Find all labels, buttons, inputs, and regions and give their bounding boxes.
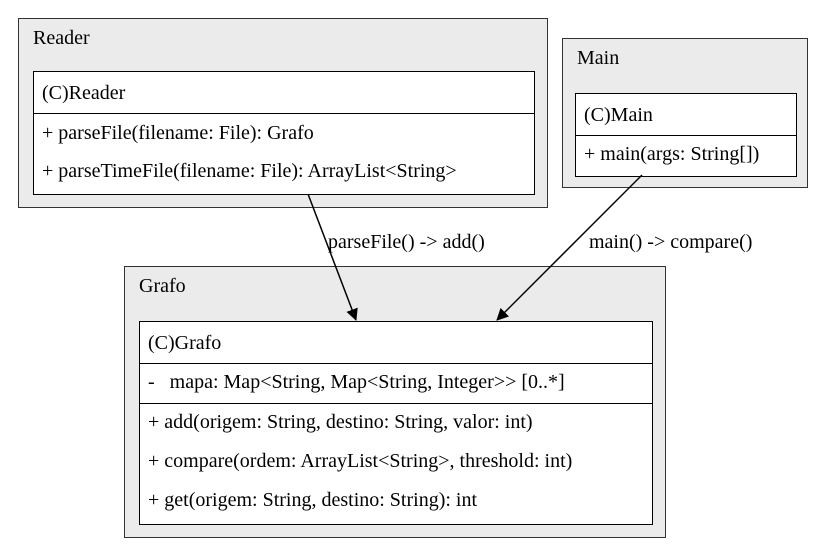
class-reader: (C)Reader + parseFile(filename: File): G… bbox=[33, 71, 535, 195]
class-grafo-name: (C)Grafo bbox=[148, 332, 222, 354]
class-grafo-divider bbox=[140, 363, 652, 364]
package-grafo: Grafo (C)Grafo - mapa: Map<String, Map<S… bbox=[124, 266, 666, 538]
class-main-method: + main(args: String[]) bbox=[584, 143, 760, 165]
class-reader-method: + parseFile(filename: File): Grafo bbox=[42, 122, 314, 144]
class-main-divider bbox=[576, 135, 796, 136]
class-main: (C)Main + main(args: String[]) bbox=[575, 93, 797, 177]
class-grafo-method: + get(origem: String, destino: String): … bbox=[148, 489, 478, 511]
edge-reader-to-grafo bbox=[307, 193, 358, 321]
class-reader-divider bbox=[34, 113, 534, 114]
edge-main-to-grafo bbox=[496, 174, 643, 321]
edge-label-reader-grafo: parseFile() -> add() bbox=[328, 231, 485, 253]
class-grafo: (C)Grafo - mapa: Map<String, Map<String,… bbox=[139, 321, 653, 525]
package-reader: Reader (C)Reader + parseFile(filename: F… bbox=[18, 18, 548, 208]
package-main: Main (C)Main + main(args: String[]) bbox=[562, 38, 808, 188]
package-reader-title: Reader bbox=[33, 27, 90, 49]
class-reader-name: (C)Reader bbox=[42, 82, 126, 104]
class-grafo-divider bbox=[140, 403, 652, 404]
class-grafo-method: + compare(ordem: ArrayList<String>, thre… bbox=[148, 450, 573, 472]
package-grafo-title: Grafo bbox=[139, 275, 186, 297]
edge-label-main-grafo: main() -> compare() bbox=[589, 231, 752, 253]
class-main-name: (C)Main bbox=[584, 104, 653, 126]
class-grafo-method: + add(origem: String, destino: String, v… bbox=[148, 411, 533, 433]
package-main-title: Main bbox=[577, 47, 620, 69]
class-grafo-attribute: - mapa: Map<String, Map<String, Integer>… bbox=[148, 371, 565, 393]
class-reader-method: + parseTimeFile(filename: File): ArrayLi… bbox=[42, 160, 457, 182]
